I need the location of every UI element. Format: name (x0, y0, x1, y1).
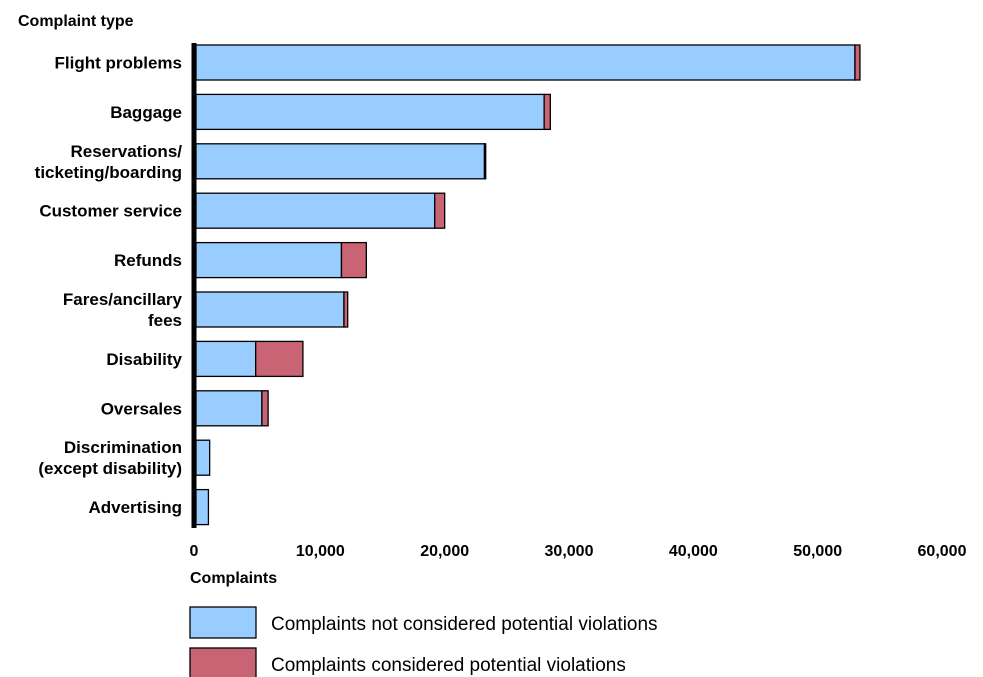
legend-label-violation: Complaints considered potential violatio… (271, 655, 626, 676)
category-label: Customer service (39, 202, 182, 221)
category-label: Advertising (88, 498, 182, 517)
bar-segment-non-violation-4 (195, 241, 343, 279)
bar-segment-violation-4 (340, 241, 367, 279)
category-label: Baggage (110, 103, 182, 122)
category-label: Oversales (101, 399, 182, 418)
bar-segment-non-violation-6 (195, 340, 257, 378)
category-label: Flight problems (55, 54, 183, 73)
bar-segment-violation-3 (434, 192, 446, 229)
category-label: Discrimination (except disability) (38, 438, 182, 478)
x-axis-title: Complaints (190, 570, 277, 587)
bar-segment-violation-7 (261, 390, 269, 427)
y-axis-title: Complaint type (18, 13, 134, 30)
legend: Complaints not considered potential viol… (189, 606, 658, 677)
bar-segment-violation-0 (854, 44, 861, 81)
x-tick-label: 20,000 (420, 543, 469, 560)
legend-label-non-violation: Complaints not considered potential viol… (271, 614, 658, 635)
legend-swatch-non-violation (189, 606, 257, 639)
x-axis-ticks: 0 10,000 20,000 30,000 40,000 50,000 60,000 (190, 543, 967, 560)
bar-segment-non-violation-1 (195, 93, 545, 131)
x-tick-label: 30,000 (545, 543, 594, 560)
bar-segment-non-violation-3 (195, 192, 436, 229)
x-tick-label: 50,000 (793, 543, 842, 560)
x-tick-label: 60,000 (918, 543, 967, 560)
bar-segment-violation-5 (343, 291, 349, 328)
category-label: Reservations/ticketing/boarding (35, 142, 183, 182)
bar-segment-violation-1 (543, 93, 552, 131)
x-tick-label: 0 (190, 543, 199, 560)
category-label: Refunds (114, 251, 182, 270)
legend-swatch-violation (189, 647, 257, 677)
x-tick-label: 10,000 (296, 543, 345, 560)
bar-segment-non-violation-0 (195, 44, 856, 81)
category-label: Fares/ancillary fees (63, 290, 183, 330)
bar-segment-non-violation-9 (195, 488, 210, 526)
category-labels: Flight problems Baggage Reservations/ticke… (35, 54, 183, 518)
bar-segment-non-violation-5 (195, 291, 345, 328)
bar-segment-non-violation-7 (195, 390, 263, 427)
x-tick-label: 40,000 (669, 543, 718, 560)
bar-segment-violation-6 (255, 340, 304, 378)
bar-segment-non-violation-2 (195, 143, 486, 180)
bars-group (195, 44, 861, 526)
category-label: Disability (106, 350, 182, 369)
bar-segment-violation-2 (483, 143, 487, 180)
bar-segment-non-violation-8 (195, 439, 211, 476)
